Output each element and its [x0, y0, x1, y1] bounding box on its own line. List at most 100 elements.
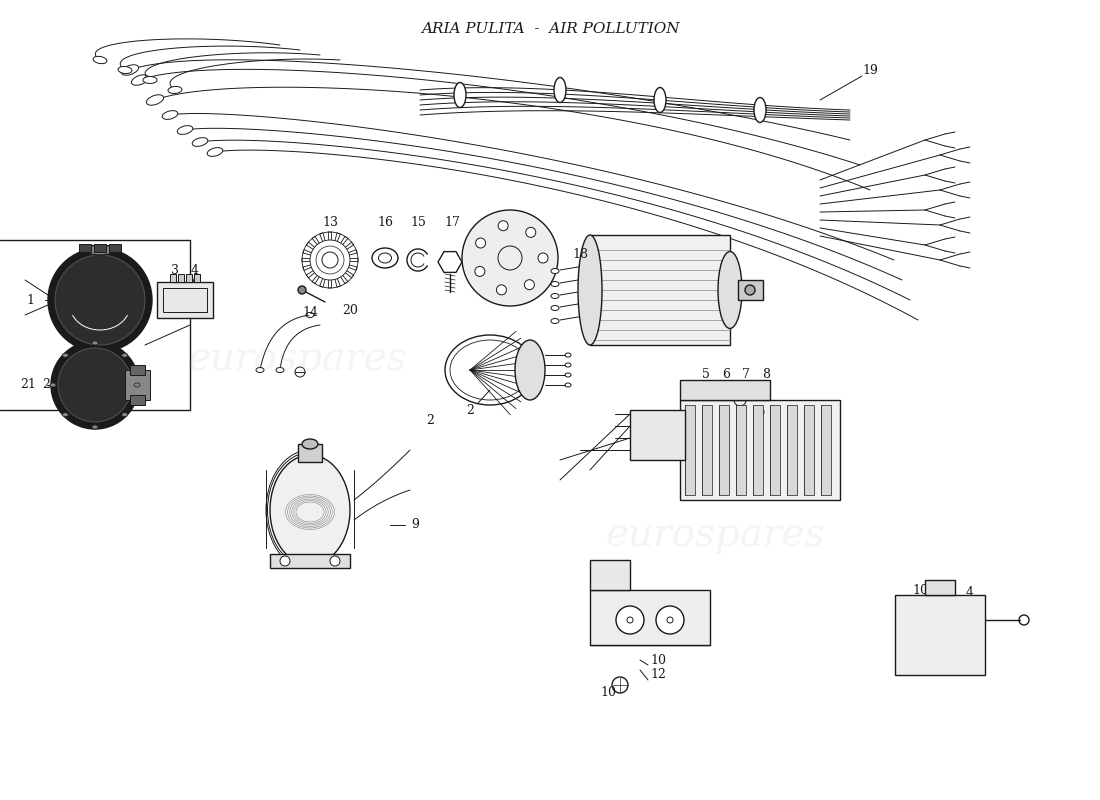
- Bar: [79, 244, 91, 252]
- Text: ARIA PULITA  -  AIR POLLUTION: ARIA PULITA - AIR POLLUTION: [420, 22, 680, 36]
- Text: 13: 13: [322, 215, 338, 229]
- Ellipse shape: [754, 98, 766, 122]
- Bar: [130, 365, 145, 375]
- Ellipse shape: [745, 285, 755, 295]
- Bar: [680, 400, 840, 500]
- Ellipse shape: [551, 269, 559, 274]
- Ellipse shape: [207, 148, 223, 156]
- Ellipse shape: [718, 251, 743, 329]
- Text: 4: 4: [191, 263, 199, 277]
- Ellipse shape: [446, 335, 535, 405]
- Bar: [109, 244, 121, 252]
- Text: 20: 20: [342, 303, 358, 317]
- Text: 18: 18: [572, 249, 588, 262]
- Circle shape: [51, 341, 139, 429]
- Text: 3: 3: [170, 263, 179, 277]
- Circle shape: [295, 367, 305, 377]
- Ellipse shape: [168, 86, 182, 94]
- Circle shape: [616, 606, 644, 634]
- Text: eurospares: eurospares: [605, 518, 825, 554]
- Circle shape: [55, 255, 145, 345]
- Circle shape: [496, 285, 506, 295]
- Ellipse shape: [551, 282, 559, 286]
- Text: 1: 1: [26, 294, 34, 306]
- Ellipse shape: [63, 413, 68, 417]
- Ellipse shape: [551, 306, 559, 310]
- Ellipse shape: [85, 245, 116, 255]
- Ellipse shape: [270, 455, 350, 565]
- Text: 9: 9: [411, 518, 419, 531]
- Text: 5: 5: [702, 369, 710, 382]
- Text: 17: 17: [444, 215, 460, 229]
- Ellipse shape: [177, 126, 192, 134]
- Text: 21: 21: [20, 378, 36, 391]
- Ellipse shape: [551, 294, 559, 298]
- Circle shape: [525, 280, 535, 290]
- Text: 10: 10: [650, 654, 666, 666]
- Bar: [157, 282, 213, 318]
- Circle shape: [58, 348, 132, 422]
- Bar: [685, 405, 695, 495]
- Ellipse shape: [131, 74, 149, 86]
- Ellipse shape: [121, 65, 139, 75]
- Circle shape: [280, 556, 290, 566]
- Ellipse shape: [143, 77, 157, 83]
- Ellipse shape: [92, 425, 98, 429]
- Ellipse shape: [92, 341, 98, 345]
- Text: 2: 2: [466, 403, 474, 417]
- Ellipse shape: [578, 235, 602, 345]
- Ellipse shape: [551, 318, 559, 323]
- Bar: [738, 280, 763, 300]
- Bar: [804, 405, 814, 495]
- Bar: [754, 405, 763, 495]
- Ellipse shape: [256, 367, 264, 373]
- Bar: [895, 595, 984, 675]
- Ellipse shape: [302, 439, 318, 449]
- Bar: [770, 405, 780, 495]
- Ellipse shape: [554, 78, 566, 102]
- Circle shape: [48, 248, 152, 352]
- Text: 7: 7: [742, 369, 750, 382]
- Circle shape: [498, 221, 508, 230]
- Ellipse shape: [63, 354, 68, 358]
- Bar: [298, 444, 322, 462]
- Text: 2: 2: [426, 414, 433, 426]
- Bar: [680, 380, 770, 400]
- Bar: [163, 288, 207, 312]
- Circle shape: [475, 266, 485, 277]
- Bar: [130, 395, 145, 405]
- Bar: [736, 405, 746, 495]
- Ellipse shape: [654, 87, 666, 113]
- Circle shape: [462, 210, 558, 306]
- Text: 10: 10: [600, 686, 616, 698]
- Ellipse shape: [122, 413, 128, 417]
- Bar: [186, 274, 192, 282]
- Bar: [702, 405, 712, 495]
- Text: eurospares: eurospares: [187, 342, 407, 378]
- Ellipse shape: [515, 340, 544, 400]
- Bar: [94, 244, 106, 252]
- Bar: [270, 554, 350, 568]
- Bar: [590, 560, 630, 590]
- Bar: [630, 410, 685, 460]
- Ellipse shape: [146, 94, 164, 106]
- Bar: [125, 370, 150, 400]
- Ellipse shape: [454, 82, 466, 107]
- Text: 10: 10: [912, 583, 928, 597]
- Text: 14: 14: [302, 306, 318, 318]
- Ellipse shape: [94, 56, 107, 64]
- Text: 1: 1: [46, 294, 54, 306]
- Bar: [821, 405, 830, 495]
- Text: 15: 15: [410, 215, 426, 229]
- Bar: [786, 405, 798, 495]
- Ellipse shape: [122, 354, 128, 358]
- Bar: [590, 235, 730, 345]
- Circle shape: [526, 227, 536, 238]
- Ellipse shape: [192, 138, 208, 146]
- Bar: [719, 405, 729, 495]
- Text: 16: 16: [377, 215, 393, 229]
- Ellipse shape: [306, 313, 313, 318]
- Bar: [590, 590, 710, 645]
- Circle shape: [538, 253, 548, 263]
- Circle shape: [330, 556, 340, 566]
